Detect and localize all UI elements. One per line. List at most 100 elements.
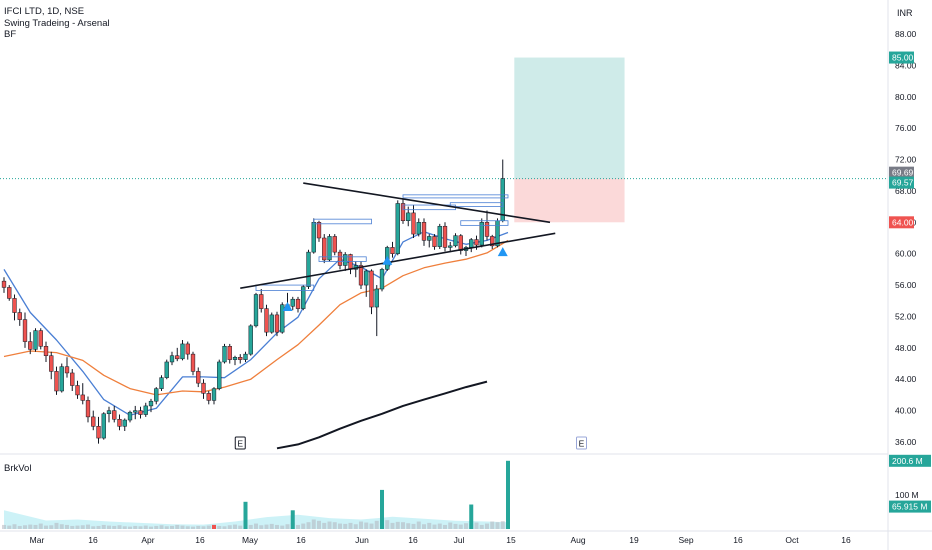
candle-body <box>453 235 458 247</box>
candle-body <box>59 366 64 392</box>
candle-body <box>448 245 453 248</box>
symbol-title[interactable]: IFCI LTD, 1D, NSE <box>4 6 85 17</box>
volume-bar <box>332 522 337 529</box>
candle <box>421 218 427 246</box>
price-tick-label: 60.00 <box>895 249 917 259</box>
time-tick-label: Mar <box>30 535 45 545</box>
buy-signal-triangle <box>382 255 393 265</box>
range-box <box>449 202 504 207</box>
volume-bar <box>122 526 127 529</box>
price-tag: 69.69 <box>889 166 914 179</box>
volume-bar <box>338 523 342 529</box>
candle-body <box>154 388 159 402</box>
long-position-tool[interactable] <box>514 57 625 223</box>
price-tick-label: 36.00 <box>895 437 917 447</box>
volume-bar <box>416 521 421 529</box>
volume-bar <box>38 523 43 529</box>
volume-bar <box>422 524 426 529</box>
volume-tag-bg <box>889 500 931 513</box>
candle-body <box>343 254 348 266</box>
candle <box>301 285 306 311</box>
time-tick-label: Jul <box>454 535 465 545</box>
ma-line-2 <box>3 239 509 396</box>
volume-bar <box>385 520 390 529</box>
candle <box>490 234 495 249</box>
candle-body <box>17 312 22 320</box>
candle <box>479 218 484 248</box>
candle-body <box>369 270 374 308</box>
volume-pane-title[interactable]: BrkVol <box>4 463 32 474</box>
target-zone <box>514 57 625 179</box>
candle <box>1 277 7 293</box>
price-tag: 64.00 <box>889 216 914 229</box>
candle <box>175 347 180 362</box>
stop-zone <box>514 178 625 223</box>
candle <box>64 357 70 378</box>
candle-body <box>85 400 91 418</box>
price-tag-label: 64.00 <box>892 217 914 227</box>
volume-highlight-bar <box>212 524 216 529</box>
range-box <box>255 284 315 291</box>
time-tick-label: Apr <box>141 535 154 545</box>
earnings-marker[interactable]: E <box>234 436 246 450</box>
volume-highlight-bar <box>506 460 510 529</box>
volume-bar <box>296 524 300 529</box>
volume-bar <box>458 524 463 529</box>
chart-legend[interactable]: IFCI LTD, 1D, NSE Swing Tradeing - Arsen… <box>4 6 110 41</box>
buy-signal-triangle <box>497 247 508 257</box>
buy-signal-triangle <box>282 302 293 312</box>
volume-bar <box>500 521 505 529</box>
volume-bar <box>364 522 369 529</box>
candle-body <box>458 235 463 251</box>
volume-bar <box>133 525 138 529</box>
candle-body <box>211 388 217 401</box>
volume-bar <box>374 520 379 529</box>
price-tick-label: 40.00 <box>895 406 917 416</box>
earnings-marker[interactable]: E <box>576 436 587 450</box>
candle <box>432 234 437 250</box>
candle <box>243 351 248 362</box>
candle <box>49 351 54 380</box>
candle <box>91 410 96 431</box>
candle-body <box>379 269 385 290</box>
price-tag: 69.57 <box>889 176 914 189</box>
volume-bar <box>269 523 274 529</box>
candle-body <box>490 236 495 247</box>
candle-body <box>358 265 364 286</box>
candle-body <box>175 355 180 360</box>
candle-body <box>269 314 274 333</box>
volume-bar <box>348 522 353 529</box>
volume-bar <box>138 526 143 529</box>
volume-bar <box>227 525 232 529</box>
candle-body <box>469 239 474 248</box>
volume-bar <box>443 524 447 529</box>
candle-body <box>406 212 411 221</box>
candle-body <box>112 410 117 420</box>
trendlines[interactable] <box>240 182 556 290</box>
price-tag-label: 69.57 <box>892 178 914 188</box>
volume-bar <box>285 524 290 529</box>
volume-bar <box>2 524 6 529</box>
volume-bar <box>12 524 17 529</box>
volume-bar <box>7 525 12 529</box>
indicator-title[interactable]: Swing Tradeing - Arsenal <box>4 17 110 29</box>
candle-body <box>337 251 343 266</box>
candle <box>43 341 49 362</box>
volume-bar <box>17 525 22 529</box>
candle-body <box>495 220 500 247</box>
volume-bar <box>28 524 33 529</box>
candle-body <box>106 410 112 415</box>
candle <box>442 222 448 252</box>
volume-bar <box>437 523 442 529</box>
candle <box>290 296 295 311</box>
candle <box>138 406 143 419</box>
currency-label[interactable]: INR <box>897 8 913 18</box>
candle-body <box>91 416 96 427</box>
volume-tag-bg <box>889 454 931 467</box>
time-tick-label: Jun <box>355 535 369 545</box>
candle-body <box>54 371 59 392</box>
candle-body <box>301 286 306 309</box>
